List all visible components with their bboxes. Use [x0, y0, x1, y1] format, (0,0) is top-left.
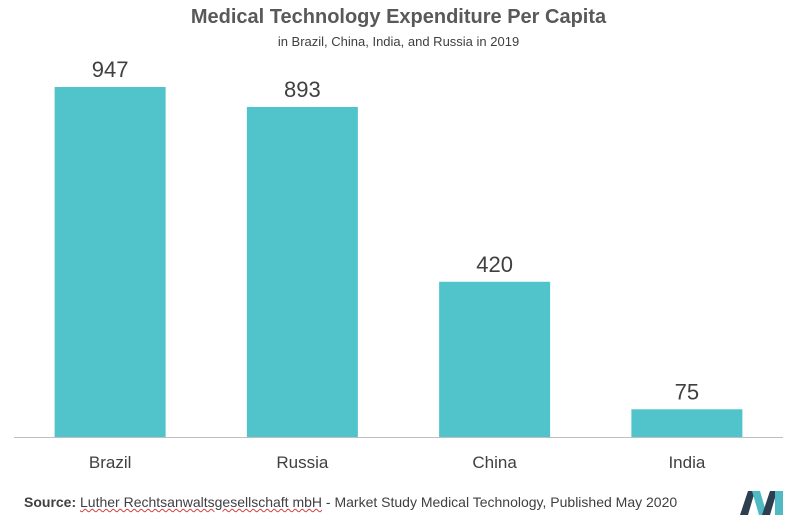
- bar-china: [439, 281, 551, 437]
- mordor-intelligence-logo-icon: [740, 491, 783, 515]
- source-name: Luther Rechtsanwaltsgesellschaft mbH: [80, 494, 323, 510]
- data-label-china: 420: [476, 252, 513, 277]
- bar-russia: [246, 106, 358, 437]
- data-label-brazil: 947: [92, 57, 129, 82]
- data-label-india: 75: [675, 379, 699, 404]
- x-tick-label-india: India: [668, 453, 705, 472]
- chart-subtitle: in Brazil, China, India, and Russia in 2…: [277, 34, 520, 49]
- x-tick-label-russia: Russia: [276, 453, 329, 472]
- bar-brazil: [54, 87, 166, 437]
- x-tick-label-brazil: Brazil: [89, 453, 132, 472]
- source-label: Source:: [24, 494, 77, 510]
- data-label-russia: 893: [284, 77, 321, 102]
- bar-india: [631, 409, 743, 437]
- source-detail: - Market Study Medical Technology, Publi…: [322, 494, 678, 510]
- x-tick-label-china: China: [472, 453, 517, 472]
- bar-chart: 947 Brazil 893 Russia 420 China 75 India: [14, 57, 783, 472]
- chart-title: Medical Technology Expenditure Per Capit…: [190, 6, 607, 28]
- source-note: Source: Luther Rechtsanwaltsgesellschaft…: [24, 494, 677, 510]
